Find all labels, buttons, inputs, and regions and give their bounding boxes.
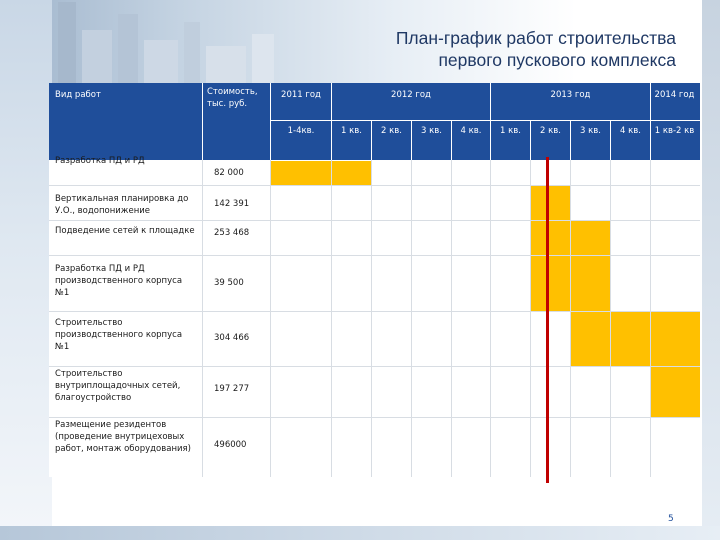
- header-quarter: 3 кв.: [421, 126, 442, 136]
- row-work-type: Размещение резидентов (проведение внутри…: [55, 420, 191, 454]
- background-left-strip: [0, 0, 52, 540]
- gantt-bar: [531, 256, 570, 311]
- grid-row-line: [49, 366, 700, 367]
- header-divider: [270, 120, 700, 121]
- gantt-bar: [571, 256, 610, 311]
- header-quarter: 2 кв.: [540, 126, 561, 136]
- row-work-type: Строительство внутриплощадочных сетей, б…: [55, 369, 181, 403]
- gantt-bar: [611, 312, 650, 366]
- row-cost: 142 391: [214, 199, 250, 209]
- gantt-bar: [531, 186, 570, 220]
- grid-column-line: [610, 160, 611, 477]
- row-cost: 39 500: [214, 278, 244, 288]
- grid-column-line: [331, 160, 332, 477]
- title-line-2: первого пускового комплекса: [438, 50, 676, 70]
- grid-column-line: [202, 160, 203, 477]
- header-year-2014: 2014 год: [654, 90, 695, 100]
- row-cost: 82 000: [214, 168, 244, 178]
- header-divider: [530, 120, 531, 160]
- current-date-marker: [546, 157, 549, 483]
- row-work-type: Разработка ПД и РД: [55, 156, 145, 166]
- header-divider: [202, 83, 203, 160]
- header-year-2011: 2011 год: [281, 90, 321, 100]
- grid-row-line: [49, 220, 700, 221]
- gantt-bar: [651, 367, 700, 417]
- header-row-quarters: [49, 120, 700, 160]
- header-divider: [371, 120, 372, 160]
- header-quarter: 4 кв.: [620, 126, 641, 136]
- header-divider: [490, 83, 491, 160]
- grid-column-line: [451, 160, 452, 477]
- header-quarter: 2 кв.: [381, 126, 402, 136]
- header-divider: [411, 120, 412, 160]
- header-quarter: 1 кв.: [500, 126, 521, 136]
- header-work-type: Вид работ: [55, 90, 101, 100]
- gantt-bar: [332, 161, 371, 185]
- grid-column-line: [570, 160, 571, 477]
- row-cost: 496000: [214, 440, 247, 450]
- gantt-bar: [531, 221, 570, 255]
- header-cost: Стоимость, тыс. руб.: [207, 87, 258, 109]
- header-divider: [270, 83, 271, 160]
- gantt-bar: [271, 161, 331, 185]
- row-work-type: Подведение сетей к площадке: [55, 226, 195, 236]
- grid-row-line: [49, 417, 700, 418]
- grid-row-line: [49, 311, 700, 312]
- gantt-bar: [651, 312, 700, 366]
- grid-column-line: [490, 160, 491, 477]
- gantt-bar: [571, 221, 610, 255]
- header-quarter: 1-4кв.: [287, 126, 315, 136]
- grid-row-line: [49, 185, 700, 186]
- header-quarter: 4 кв.: [460, 126, 482, 136]
- header-divider: [331, 83, 332, 160]
- row-work-type: Строительство производственного корпуса …: [55, 318, 183, 352]
- slide-title: План-график работ строительства первого …: [396, 27, 676, 71]
- row-cost: 304 466: [214, 333, 250, 343]
- grid-column-line: [371, 160, 372, 477]
- header-divider: [650, 83, 651, 160]
- row-work-type: Разработка ПД и РД производственного кор…: [55, 264, 183, 298]
- title-line-1: План-график работ строительства: [395, 28, 676, 48]
- grid-column-line: [411, 160, 412, 477]
- grid-row-line: [49, 255, 700, 256]
- row-work-type: Вертикальная планировка до У.О., водопон…: [55, 194, 189, 216]
- gantt-table: Вид работ Стоимость, тыс. руб. 2011 год …: [49, 83, 700, 477]
- row-cost: 197 277: [214, 384, 250, 394]
- page-number: 5: [668, 514, 674, 524]
- header-quarter: 3 кв.: [580, 126, 601, 136]
- grid-column-line: [650, 160, 651, 477]
- background-bottom-strip: [0, 526, 720, 540]
- grid-column-line: [530, 160, 531, 477]
- header-year-2012: 2012 год: [391, 90, 431, 100]
- header-quarter: 1 кв.: [341, 126, 362, 136]
- grid-column-line: [270, 160, 271, 477]
- header-year-2013: 2013 год: [550, 90, 591, 100]
- gantt-bar: [571, 312, 610, 366]
- header-quarter: 1 кв-2 кв: [654, 126, 695, 136]
- background-right-strip: [702, 0, 720, 540]
- row-cost: 253 468: [214, 228, 250, 238]
- header-divider: [610, 120, 611, 160]
- header-row-years: [49, 83, 700, 120]
- header-divider: [570, 120, 571, 160]
- header-divider: [451, 120, 452, 160]
